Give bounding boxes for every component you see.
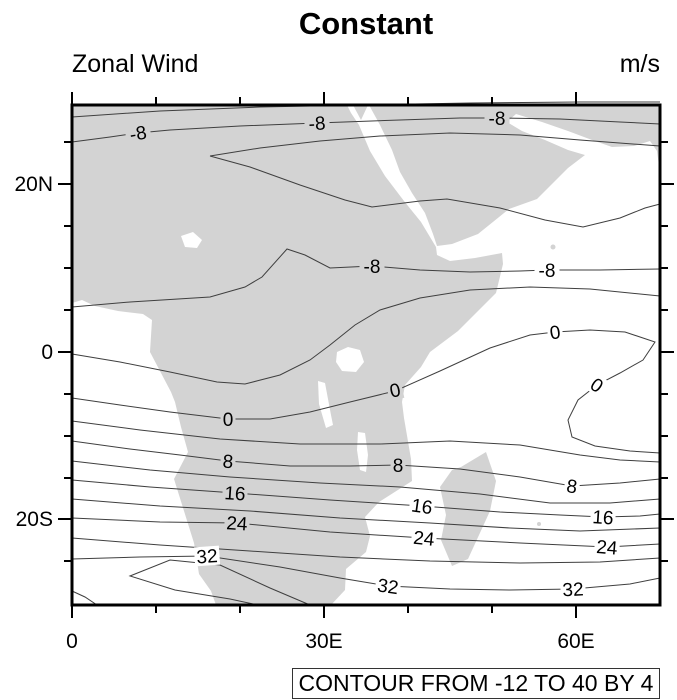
contour-line--4 — [209, 132, 661, 157]
mauritius-island — [537, 522, 541, 526]
contour-label-halo — [563, 475, 581, 497]
contour-label-24: 24 — [226, 513, 249, 535]
contour-label-halo — [408, 494, 436, 518]
contour-label-halo — [390, 455, 406, 475]
contour-line-16 — [71, 479, 661, 518]
sinai-landmass — [353, 105, 368, 120]
contour-line-0 — [71, 329, 661, 454]
contour-label-0: 0 — [223, 410, 234, 431]
contour-info-box: CONTOUR FROM -12 TO 40 BY 4 — [292, 668, 660, 699]
contour-label-8: 8 — [393, 456, 404, 477]
x-axis-label: 30E — [305, 630, 342, 653]
contour-label-32: 32 — [376, 575, 400, 599]
contour-label-halo — [359, 256, 385, 276]
contour-line-36 — [71, 590, 98, 606]
contour-label-8: 8 — [222, 451, 234, 473]
contour-label-halo — [593, 536, 621, 558]
contour-label-halo — [124, 121, 152, 145]
contour-label-16: 16 — [224, 483, 247, 505]
contour-label--8: -8 — [308, 113, 326, 135]
contour-line-20 — [71, 498, 661, 532]
contour-label-halo — [410, 527, 438, 549]
contour-line-24 — [71, 517, 661, 548]
contour-label-halo — [220, 409, 236, 429]
arabia-iran-landmass — [369, 105, 660, 246]
contour-label-32: 32 — [196, 546, 219, 568]
contour-label-halo — [589, 506, 617, 528]
contour-label-halo — [303, 112, 331, 134]
contour-label--8: -8 — [539, 261, 556, 282]
contour-label-halo — [560, 578, 586, 600]
contour-line-8 — [71, 440, 661, 487]
contour-label-halo — [219, 450, 237, 472]
contour-label--8: -8 — [489, 109, 506, 130]
contour-label-halo — [223, 512, 251, 534]
contour-line--4 — [209, 155, 661, 228]
contour-label-halo — [546, 321, 564, 343]
contour-label-halo — [385, 379, 405, 401]
y-axis-label: 0 — [41, 341, 53, 364]
contour-line-12 — [71, 460, 661, 504]
contour-label-24: 24 — [412, 528, 436, 551]
units-label: m/s — [619, 50, 660, 78]
y-axis-label: 20N — [14, 173, 53, 196]
socotra-island — [550, 244, 556, 250]
y-axis-label: 20S — [16, 508, 53, 531]
left-subtitle: Zonal Wind — [72, 50, 199, 78]
contour-label-16: 16 — [410, 495, 434, 519]
contour-label-halo — [534, 260, 560, 280]
contour-label-0: 0 — [388, 380, 403, 403]
contour-label-halo — [221, 482, 249, 504]
contour-label--8: -8 — [364, 257, 381, 278]
contour-label-16: 16 — [592, 507, 615, 529]
africa-landmass — [72, 105, 503, 605]
contour-line--4 — [71, 286, 661, 385]
contour-line-36 — [128, 559, 311, 606]
contour-info-text: CONTOUR FROM -12 TO 40 BY 4 — [298, 670, 654, 696]
lake-malawi — [357, 432, 368, 472]
contour-label-halo — [374, 574, 402, 598]
x-axis-label: 60E — [557, 630, 594, 653]
contour-line-4 — [71, 420, 661, 463]
contour-label-32: 32 — [562, 579, 584, 601]
contour-label-8: 8 — [565, 476, 578, 498]
contour-label-0: 0 — [548, 322, 561, 344]
lake-tanganyika — [318, 381, 333, 428]
lake-chad — [181, 232, 202, 248]
lake-victoria — [336, 347, 364, 372]
contour-label-halo — [585, 372, 609, 398]
contour-line-28 — [71, 537, 661, 564]
contour-label-24: 24 — [595, 537, 618, 560]
contour-label-halo — [484, 108, 510, 128]
plot-frame — [70, 103, 662, 607]
madagascar-landmass — [440, 452, 496, 566]
x-axis-label: 0 — [66, 630, 78, 653]
page-title: Constant — [298, 6, 434, 41]
contour-label-halo — [193, 545, 221, 567]
contour-label--8: -8 — [128, 123, 148, 147]
